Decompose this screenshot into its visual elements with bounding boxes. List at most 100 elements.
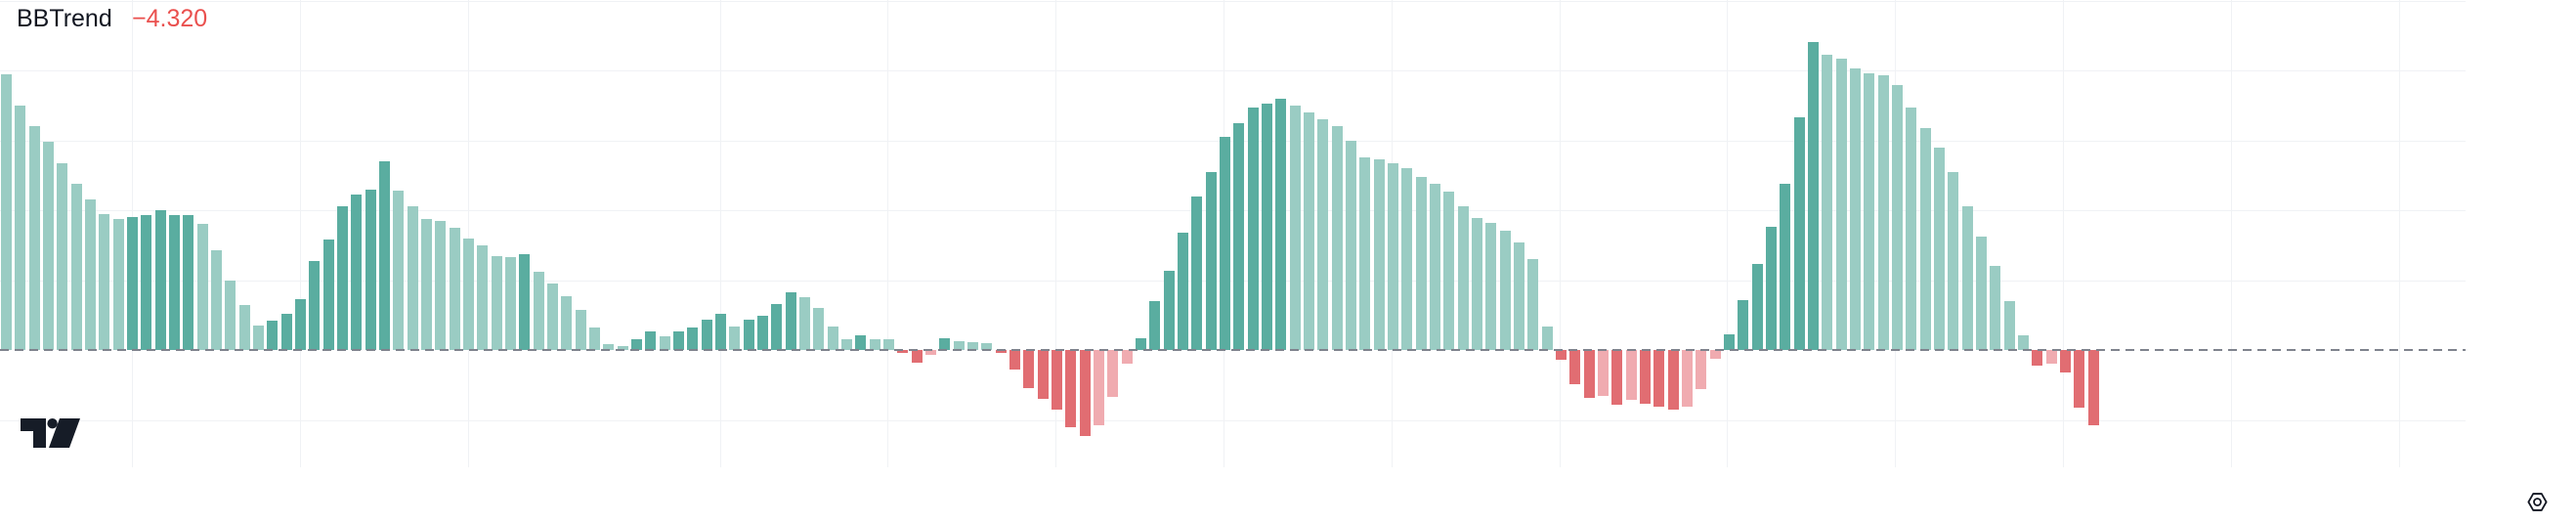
v-gridline bbox=[887, 0, 888, 467]
bbtrend-histogram-bar bbox=[1948, 171, 1959, 350]
bbtrend-histogram-bar bbox=[1388, 162, 1398, 350]
bbtrend-histogram-bar bbox=[85, 199, 96, 350]
bbtrend-histogram-bar bbox=[1780, 184, 1791, 350]
bbtrend-histogram-bar bbox=[911, 350, 923, 363]
bbtrend-histogram-bar bbox=[1191, 196, 1203, 350]
bbtrend-histogram-bar bbox=[687, 327, 699, 350]
bbtrend-histogram-bar bbox=[1696, 350, 1707, 390]
bbtrend-histogram-bar bbox=[1485, 223, 1497, 350]
bbtrend-histogram-bar bbox=[1808, 42, 1819, 350]
v-gridline bbox=[2063, 0, 2064, 467]
bbtrend-histogram-bar bbox=[519, 253, 531, 350]
tradingview-logo[interactable] bbox=[21, 418, 81, 453]
indicator-value: −4.320 bbox=[132, 5, 208, 32]
bbtrend-histogram-bar bbox=[785, 292, 796, 350]
bbtrend-histogram-bar bbox=[729, 326, 741, 350]
v-gridline bbox=[2399, 0, 2400, 467]
bbtrend-histogram-bar bbox=[715, 314, 726, 350]
bbtrend-histogram-bar bbox=[1401, 168, 1413, 350]
bbtrend-histogram-bar bbox=[533, 271, 544, 350]
timezone-settings-button[interactable] bbox=[2523, 488, 2551, 515]
bbtrend-histogram-bar bbox=[1023, 350, 1035, 389]
bbtrend-histogram-bar bbox=[1136, 337, 1146, 350]
bbtrend-histogram-bar bbox=[1850, 68, 1861, 350]
bbtrend-histogram-bar bbox=[407, 206, 418, 350]
h-gridline bbox=[0, 280, 2466, 282]
bbtrend-histogram-bar bbox=[365, 189, 376, 350]
bbtrend-histogram-bar bbox=[491, 255, 502, 350]
bbtrend-histogram-bar bbox=[1052, 350, 1062, 410]
bbtrend-histogram-bar bbox=[855, 334, 867, 350]
bbtrend-histogram-bar bbox=[939, 337, 951, 350]
bbtrend-histogram-bar bbox=[869, 339, 880, 350]
bbtrend-histogram-bar bbox=[295, 299, 306, 350]
price-scale[interactable]: 20.00016.00012.0008.0004.0000.000−4.000 bbox=[2466, 0, 2576, 467]
bbtrend-histogram-bar bbox=[771, 303, 783, 350]
bbtrend-histogram-bar bbox=[813, 308, 825, 350]
bbtrend-histogram-bar bbox=[1822, 54, 1833, 350]
bbtrend-histogram-bar bbox=[267, 320, 279, 350]
bbtrend-histogram-bar bbox=[1514, 242, 1524, 350]
bbtrend-histogram-bar bbox=[463, 238, 474, 350]
bbtrend-histogram-bar bbox=[1934, 147, 1945, 350]
bbtrend-histogram-bar bbox=[1976, 236, 1987, 350]
bbtrend-histogram-bar bbox=[1430, 184, 1440, 350]
bbtrend-histogram-bar bbox=[2060, 350, 2071, 373]
bbtrend-histogram-bar bbox=[981, 342, 993, 351]
indicator-title[interactable]: BBTrend bbox=[17, 5, 112, 32]
bbtrend-histogram-bar bbox=[1667, 350, 1679, 410]
bbtrend-histogram-bar bbox=[827, 326, 838, 350]
time-scale[interactable]: 182022252729Dec3579111315 bbox=[0, 467, 2576, 524]
bbtrend-histogram-bar bbox=[575, 309, 586, 350]
bbtrend-histogram-bar bbox=[112, 218, 124, 350]
bbtrend-histogram-bar bbox=[1640, 350, 1651, 405]
indicator-legend: BBTrend −4.320 bbox=[17, 4, 207, 33]
v-gridline bbox=[2231, 0, 2232, 467]
bbtrend-histogram-bar bbox=[1499, 230, 1511, 350]
bbtrend-histogram-bar bbox=[1682, 350, 1693, 408]
bbtrend-histogram-bar bbox=[1304, 111, 1314, 350]
bbtrend-histogram-bar bbox=[1415, 177, 1427, 350]
bbtrend-histogram-bar bbox=[1065, 350, 1077, 427]
h-gridline bbox=[0, 0, 2466, 2]
bbtrend-histogram-bar bbox=[99, 213, 110, 350]
bbtrend-histogram-bar bbox=[1317, 119, 1329, 350]
bbtrend-histogram-bar bbox=[1359, 157, 1371, 350]
bbtrend-histogram-bar bbox=[659, 335, 670, 350]
bbtrend-histogram-bar bbox=[1121, 350, 1133, 365]
bbtrend-histogram-bar bbox=[421, 218, 432, 350]
bbtrend-histogram-bar bbox=[225, 280, 236, 350]
v-gridline bbox=[1560, 0, 1561, 467]
bbtrend-histogram-bar bbox=[154, 210, 166, 350]
bbtrend-histogram-bar bbox=[1443, 192, 1455, 350]
bbtrend-histogram-bar bbox=[603, 343, 615, 350]
bbtrend-histogram-bar bbox=[1541, 326, 1553, 350]
bbtrend-histogram-bar bbox=[1835, 58, 1847, 350]
bbtrend-histogram-bar bbox=[897, 350, 909, 353]
bbtrend-histogram-bar bbox=[1289, 105, 1301, 351]
bbtrend-histogram-bar bbox=[995, 350, 1007, 353]
v-gridline bbox=[1055, 0, 1056, 467]
bbtrend-histogram-bar bbox=[925, 350, 936, 356]
bbtrend-histogram-bar bbox=[841, 339, 852, 350]
bbtrend-histogram-bar bbox=[1527, 259, 1539, 351]
bbtrend-histogram-bar bbox=[1346, 140, 1356, 350]
bbtrend-histogram-bar bbox=[322, 240, 334, 350]
bbtrend-histogram-bar bbox=[2087, 350, 2099, 426]
bbtrend-histogram-bar bbox=[743, 319, 754, 350]
bbtrend-histogram-bar bbox=[1598, 350, 1609, 397]
bbtrend-histogram-bar bbox=[1205, 171, 1217, 350]
bbtrend-histogram-bar bbox=[393, 191, 405, 350]
bbtrend-histogram-bar bbox=[127, 217, 138, 350]
bbtrend-histogram-bar bbox=[2074, 350, 2085, 408]
bbtrend-histogram-bar bbox=[253, 326, 264, 350]
bbtrend-histogram-bar bbox=[449, 227, 460, 350]
bbtrend-histogram-bar bbox=[1625, 350, 1637, 400]
bbtrend-histogram-bar bbox=[379, 160, 390, 350]
bbtrend-histogram-bar bbox=[1653, 350, 1665, 408]
h-gridline bbox=[0, 140, 2466, 142]
bbtrend-histogram-bar bbox=[183, 215, 194, 350]
bbtrend-histogram-bar bbox=[1331, 126, 1343, 350]
bbtrend-histogram-bar bbox=[435, 220, 447, 350]
bbtrend-histogram-bar bbox=[1569, 350, 1581, 384]
